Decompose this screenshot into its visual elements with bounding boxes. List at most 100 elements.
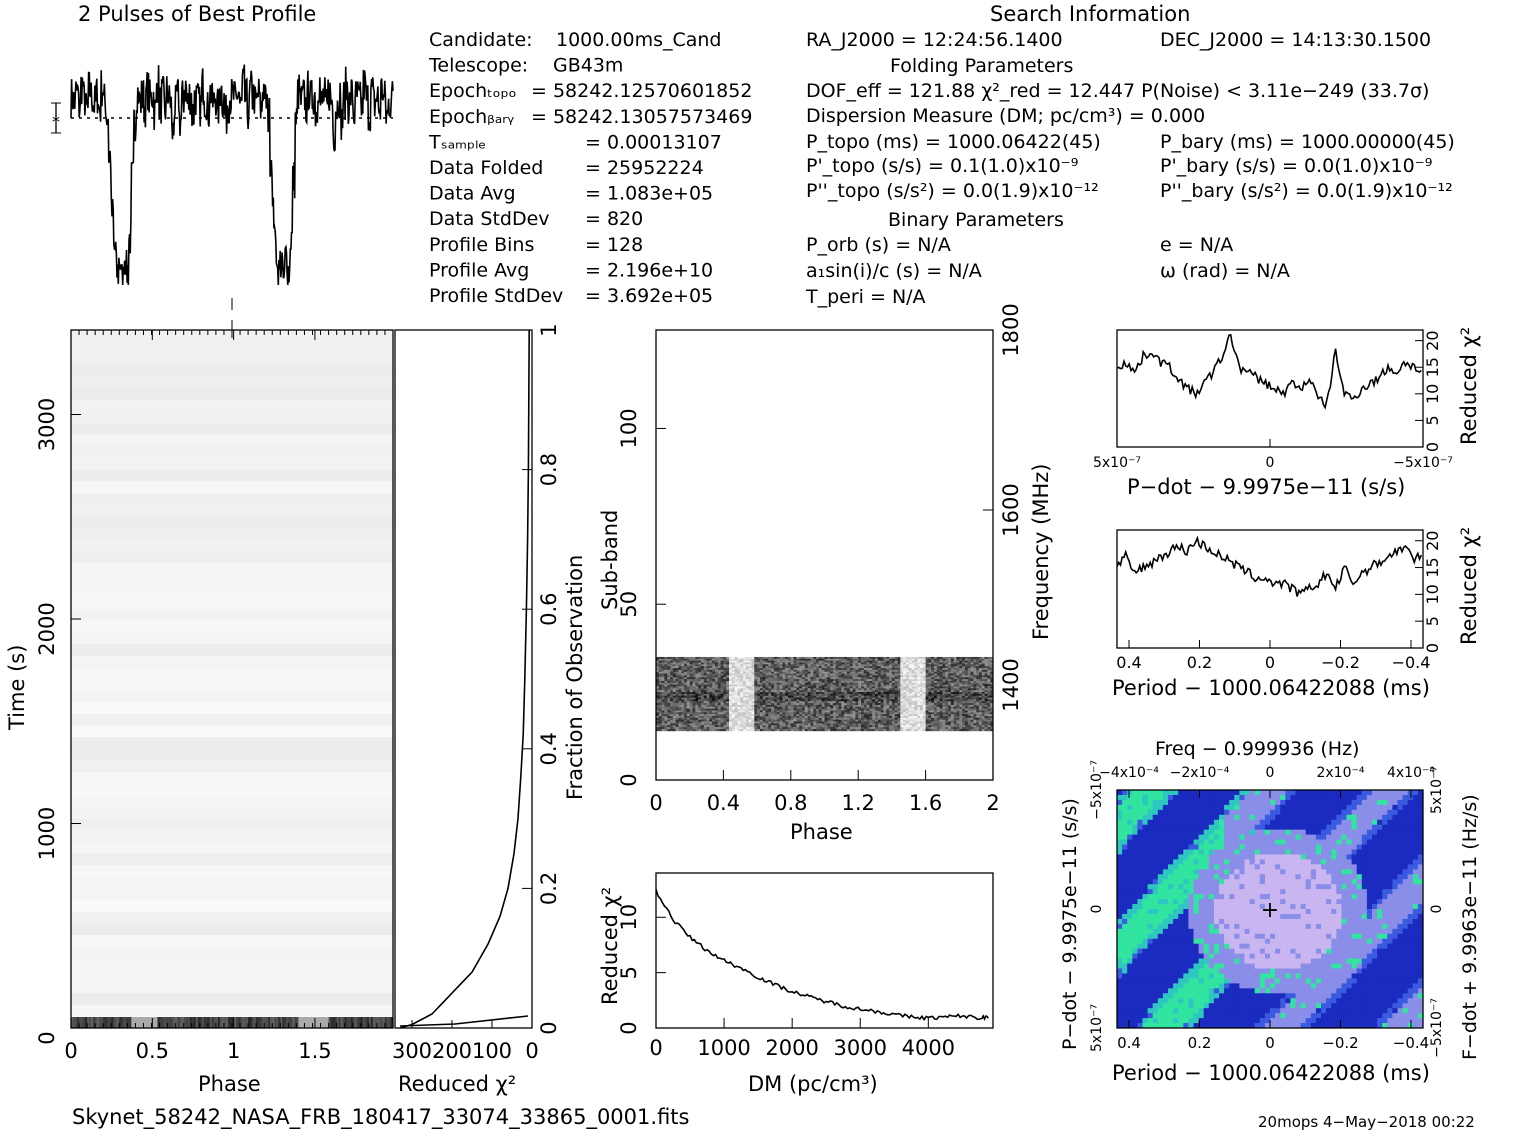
subband-cell bbox=[692, 684, 696, 687]
subband-cell bbox=[743, 692, 747, 695]
subband-cell bbox=[748, 727, 752, 730]
subband-cell bbox=[931, 662, 935, 665]
subband-cell bbox=[959, 719, 963, 722]
subband-cell bbox=[827, 669, 831, 673]
subband-cell bbox=[880, 723, 884, 726]
subband-cell bbox=[729, 706, 733, 710]
subband-cell bbox=[723, 680, 727, 684]
subband-cell bbox=[838, 684, 842, 687]
subband-cell bbox=[712, 695, 716, 698]
subband-cell bbox=[824, 701, 828, 704]
subband-cell bbox=[894, 660, 898, 663]
subband-cell bbox=[987, 660, 991, 663]
subband-cell bbox=[861, 692, 865, 695]
subband-cell bbox=[751, 719, 755, 722]
subband-cell bbox=[945, 658, 949, 662]
subband-cell bbox=[675, 723, 679, 726]
subband-cell bbox=[698, 677, 702, 680]
subband-cell bbox=[861, 708, 865, 711]
subband-cell bbox=[948, 675, 952, 678]
subband-cell bbox=[712, 704, 716, 708]
subband-cell bbox=[765, 686, 769, 689]
subband-cell bbox=[765, 658, 769, 662]
subband-cell bbox=[748, 673, 752, 676]
subband-cell bbox=[664, 714, 668, 717]
info-label: Data StdDev bbox=[429, 208, 550, 230]
subband-cell bbox=[832, 686, 837, 689]
subband-cell bbox=[844, 693, 848, 697]
subband-cell bbox=[785, 664, 789, 667]
subband-cell bbox=[880, 684, 884, 687]
subband-cell bbox=[889, 721, 893, 724]
subband-cell bbox=[838, 712, 842, 715]
subband-cell bbox=[919, 703, 924, 706]
time-phase-row bbox=[71, 690, 393, 703]
subband-cell bbox=[900, 704, 904, 708]
subband-cell bbox=[773, 666, 778, 669]
time-phase-bottom-cell bbox=[270, 1017, 273, 1028]
subband-cell bbox=[692, 699, 696, 702]
time-phase-bottom-cell bbox=[149, 1017, 152, 1028]
subband-cell bbox=[748, 660, 752, 663]
subband-cell bbox=[672, 679, 677, 682]
subband-cell bbox=[743, 725, 747, 728]
subband-cell bbox=[714, 658, 719, 662]
subband-cell bbox=[790, 710, 795, 713]
subband-cell bbox=[827, 695, 831, 698]
subband-cell bbox=[768, 699, 772, 702]
subband-cell bbox=[956, 725, 960, 728]
subband-cell bbox=[681, 690, 685, 693]
subband-cell bbox=[886, 701, 890, 704]
subband-cell bbox=[827, 717, 831, 721]
subband-cell bbox=[796, 697, 800, 700]
subband-cell bbox=[816, 666, 820, 669]
subband-cell bbox=[804, 699, 809, 702]
subband-cell bbox=[804, 701, 809, 704]
subband-cell bbox=[866, 710, 870, 713]
subband-cell bbox=[897, 688, 901, 691]
subband-cell bbox=[709, 697, 713, 700]
subband-cell bbox=[967, 675, 971, 678]
subband-cell bbox=[889, 717, 893, 721]
subband-cell bbox=[731, 666, 736, 669]
subband-cell bbox=[745, 679, 750, 682]
subband-cell bbox=[712, 697, 716, 700]
subband-cell bbox=[712, 723, 716, 726]
subband-cell bbox=[973, 716, 977, 719]
subband-cell bbox=[841, 716, 845, 719]
subband-cell bbox=[748, 725, 752, 728]
subband-cell bbox=[863, 664, 868, 667]
subband-cell bbox=[953, 712, 957, 715]
subband-cell bbox=[824, 697, 828, 700]
subband-cell bbox=[931, 708, 935, 711]
subband-cell bbox=[877, 716, 882, 719]
subband-cell bbox=[883, 708, 887, 711]
subband-cell bbox=[771, 725, 775, 728]
subband-cell bbox=[698, 668, 702, 671]
subband-cell bbox=[740, 673, 744, 676]
subband-cell bbox=[970, 688, 974, 691]
subband-cell bbox=[886, 684, 890, 687]
subband-cell bbox=[661, 708, 665, 711]
subband-cell bbox=[807, 699, 811, 702]
subband-cell bbox=[886, 710, 890, 713]
subband-cell bbox=[861, 697, 865, 700]
subband-cell bbox=[948, 680, 952, 684]
time-phase-row bbox=[71, 888, 393, 901]
subband-cell bbox=[928, 692, 932, 695]
subband-cell bbox=[765, 714, 769, 717]
subband-cell bbox=[703, 717, 707, 721]
subband-cell bbox=[976, 716, 980, 719]
subband-cell bbox=[897, 680, 901, 684]
subband-cell bbox=[936, 677, 941, 680]
subband-cell bbox=[846, 716, 851, 719]
subband-cell bbox=[886, 660, 890, 663]
subband-cell bbox=[891, 719, 896, 722]
subband-cell bbox=[962, 679, 966, 682]
subband-cell bbox=[917, 690, 921, 693]
subband-cell bbox=[925, 682, 929, 686]
subband-cell bbox=[861, 704, 865, 708]
subband-cell bbox=[830, 699, 834, 702]
subband-cell bbox=[771, 701, 775, 704]
subband-cell bbox=[698, 712, 702, 715]
